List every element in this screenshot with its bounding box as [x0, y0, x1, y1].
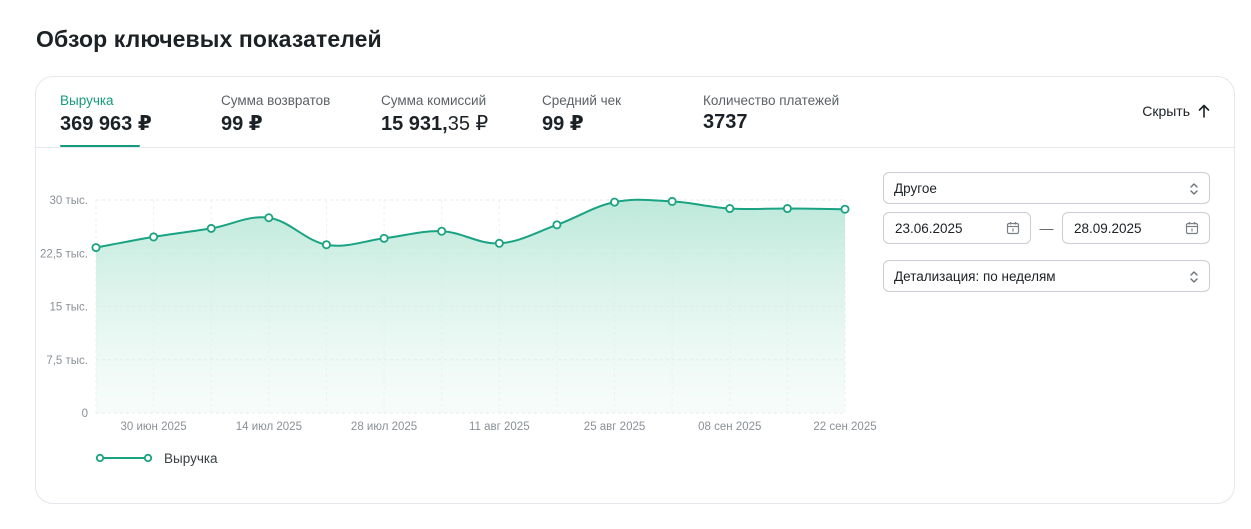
active-tab-indicator [60, 145, 140, 147]
x-tick-label: 25 авг 2025 [584, 421, 645, 433]
legend-line-icon [95, 451, 153, 466]
tab-commissions[interactable]: Сумма комиссий 15 931,35 ₽ [381, 93, 488, 136]
date-to-field[interactable]: 28.09.2025 [1062, 212, 1210, 244]
chart-controls: Другое 23.06.2025 — 28.09.2025 Детализац… [883, 172, 1210, 292]
metric-label: Средний чек [542, 93, 622, 108]
metric-value: 99 ₽ [542, 113, 584, 135]
data-point[interactable] [149, 232, 159, 242]
metric-value: 15 931,35 ₽ [381, 111, 488, 136]
arrow-up-icon [1198, 104, 1210, 118]
metrics-tabs: Выручка 369 963 ₽ Сумма возвратов 99 ₽ С… [36, 77, 1234, 148]
period-select[interactable]: Другое [883, 172, 1210, 204]
metric-value-decimal: 35 ₽ [447, 113, 489, 135]
data-point[interactable] [725, 204, 735, 214]
date-to-value: 28.09.2025 [1074, 220, 1142, 236]
page-title: Обзор ключевых показателей [36, 26, 382, 52]
date-from-value: 23.06.2025 [895, 220, 963, 236]
kpi-card: Выручка 369 963 ₽ Сумма возвратов 99 ₽ С… [35, 76, 1235, 504]
data-point[interactable] [610, 197, 620, 207]
metric-value-integer: 15 931, [381, 113, 448, 135]
data-point[interactable] [437, 226, 447, 236]
data-point[interactable] [206, 223, 216, 233]
x-tick-label: 14 июл 2025 [236, 421, 302, 433]
y-tick-label: 30 тыс. [50, 195, 88, 207]
y-tick-label: 7,5 тыс. [46, 355, 88, 367]
date-range: 23.06.2025 — 28.09.2025 [883, 212, 1210, 244]
x-tick-label: 22 сен 2025 [813, 421, 876, 433]
date-separator: — [1039, 220, 1054, 236]
tab-refunds[interactable]: Сумма возвратов 99 ₽ [221, 93, 330, 136]
chart-legend: Выручка [95, 451, 218, 466]
series-line [95, 198, 846, 249]
y-tick-label: 15 тыс. [50, 302, 88, 314]
metric-label: Сумма возвратов [221, 93, 331, 108]
hide-button[interactable]: Скрыть [1142, 103, 1210, 119]
legend-label: Выручка [164, 451, 218, 466]
metric-value: 99 ₽ [221, 113, 263, 135]
data-point[interactable] [91, 243, 101, 253]
x-tick-label: 11 авг 2025 [469, 421, 530, 433]
date-from-field[interactable]: 23.06.2025 [883, 212, 1031, 244]
data-point[interactable] [552, 220, 562, 230]
data-point[interactable] [379, 233, 389, 243]
tab-average-check[interactable]: Средний чек 99 ₽ [542, 93, 621, 136]
calendar-icon[interactable] [1185, 221, 1199, 238]
metric-value: 3737 [703, 111, 748, 133]
period-select-value: Другое [894, 180, 937, 196]
y-tick-label: 0 [82, 408, 88, 420]
data-point[interactable] [321, 240, 331, 250]
data-point[interactable] [840, 204, 850, 214]
data-point[interactable] [264, 213, 274, 223]
metric-label: Количество платежей [703, 93, 840, 108]
data-point[interactable] [667, 196, 677, 206]
x-tick-label: 28 июл 2025 [351, 421, 417, 433]
data-point[interactable] [494, 238, 504, 248]
metric-label: Выручка [60, 93, 114, 108]
metric-label: Сумма комиссий [381, 93, 487, 108]
chevron-updown-icon [1189, 269, 1199, 288]
x-tick-label: 08 сен 2025 [698, 421, 761, 433]
chevron-updown-icon [1189, 181, 1199, 200]
metric-value: 369 963 ₽ [60, 113, 152, 135]
chart-svg: 0 7,5 тыс. 15 тыс. 22,5 тыс. 30 тыс. 30 июн … [40, 195, 877, 433]
y-tick-label: 22,5 тыс. [40, 248, 88, 260]
calendar-icon[interactable] [1006, 221, 1020, 238]
tab-revenue[interactable]: Выручка 369 963 ₽ [60, 93, 152, 136]
tab-payments-count[interactable]: Количество платежей 3737 [703, 93, 839, 134]
series-area [96, 199, 845, 413]
revenue-chart: 0 7,5 тыс. 15 тыс. 22,5 тыс. 30 тыс. 30 июн … [36, 173, 886, 473]
hide-button-label: Скрыть [1142, 103, 1190, 119]
detail-select-value: Детализация: по неделям [894, 268, 1056, 284]
detail-select[interactable]: Детализация: по неделям [883, 260, 1210, 292]
data-point[interactable] [782, 204, 792, 214]
x-tick-label: 30 июн 2025 [121, 421, 187, 433]
